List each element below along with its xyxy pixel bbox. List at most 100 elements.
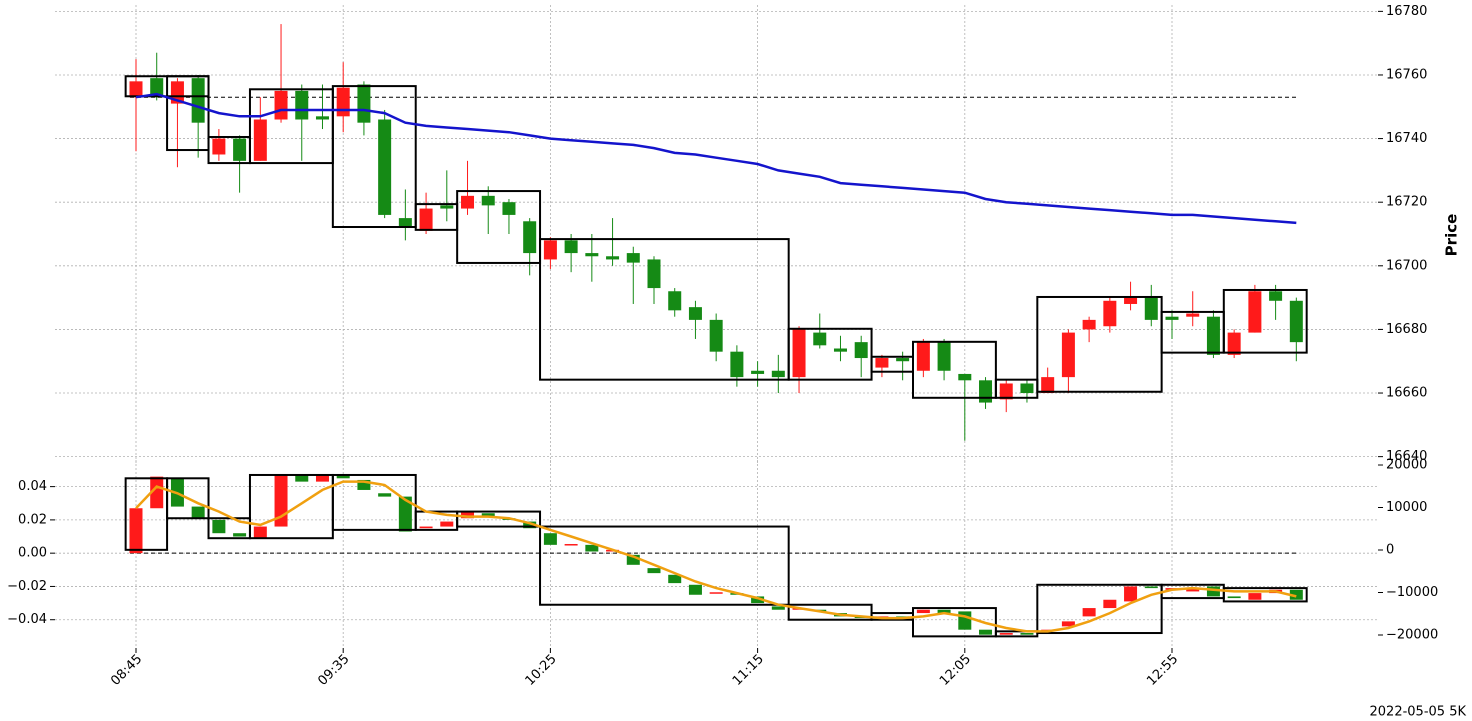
candle-body [564, 240, 578, 254]
candle-body [378, 493, 392, 497]
range-box [331, 473, 417, 531]
line-series [135, 92, 1297, 225]
y2-tick-label: −10000 [1386, 585, 1438, 600]
candle-body [564, 544, 578, 546]
candle-body [502, 202, 516, 215]
candle-body [1124, 297, 1138, 304]
candle-body [771, 606, 785, 610]
candle-body [1269, 291, 1283, 301]
candle-body [543, 533, 557, 545]
range-box [166, 477, 210, 520]
candle-body [295, 474, 309, 482]
candle-body [875, 358, 889, 368]
candle-body [481, 513, 495, 517]
y-tick-label: 0.00 [18, 546, 47, 561]
candle-body [336, 474, 350, 479]
range-box [787, 327, 873, 381]
candle-body [1020, 633, 1034, 635]
candle-body [461, 511, 475, 519]
candle-body [233, 138, 247, 161]
x-tick-label: 12:55 [1144, 652, 1181, 689]
candle-body [523, 221, 537, 254]
range-box [166, 75, 210, 152]
range-box [1222, 288, 1308, 354]
range-box [912, 340, 997, 399]
range-box [331, 85, 417, 229]
candle-body [419, 526, 433, 529]
candle-body [709, 592, 723, 594]
candle-body [398, 496, 412, 532]
x-tick-label: 12:05 [937, 652, 974, 689]
range-box [1036, 583, 1163, 635]
candle-body [1248, 291, 1262, 333]
candle-body [833, 348, 847, 352]
y-tick-label: −0.02 [7, 579, 47, 594]
candle-body [1124, 586, 1138, 602]
y2-tick-label: 20000 [1386, 458, 1427, 473]
candle-body [1103, 300, 1117, 327]
y-axis-label: Price [1443, 214, 1461, 257]
candle-body [170, 81, 184, 104]
candle-body [233, 533, 247, 537]
range-box [539, 525, 790, 606]
candle-body [937, 342, 951, 371]
candle-body [999, 633, 1013, 635]
candle-body [150, 78, 164, 98]
candle-body [813, 332, 827, 346]
candle-body [1289, 589, 1303, 600]
candle-body [398, 218, 412, 228]
candle-body [1103, 599, 1117, 609]
range-box [1222, 587, 1308, 603]
y2-tick-label: 0 [1386, 543, 1394, 558]
candle-body [1082, 319, 1096, 330]
candle-body [688, 584, 702, 595]
y-tick-label: 16760 [1386, 67, 1427, 82]
x-tick-label: 11:15 [730, 652, 767, 689]
candle-body [585, 253, 599, 257]
range-box [912, 607, 997, 638]
range-box [1036, 295, 1163, 393]
candle-body [523, 521, 537, 529]
candle-body [129, 508, 143, 554]
candle-body [1227, 596, 1241, 599]
range-box [456, 510, 542, 528]
candle-body [212, 519, 226, 534]
candle-body [191, 506, 205, 519]
candle-body [854, 342, 868, 359]
candle-body [1082, 608, 1096, 617]
candle-body [378, 119, 392, 215]
candle-body [979, 629, 993, 635]
y2-tick-label: −20000 [1386, 627, 1438, 642]
candle-body [461, 195, 475, 209]
candle-body [440, 205, 454, 209]
y-tick-label: 16700 [1386, 258, 1427, 273]
range-box [456, 190, 542, 264]
candle-body [668, 291, 682, 311]
candle-body [481, 195, 495, 206]
candle-body [1248, 593, 1262, 600]
candle-body [357, 479, 371, 490]
candle-body [916, 609, 930, 614]
y-tick-label: 0.02 [18, 512, 47, 527]
candle-body [253, 119, 267, 161]
candle-body [357, 84, 371, 123]
y-tick-label: 0.04 [18, 479, 47, 494]
candle-body [958, 611, 972, 630]
candle-body [1227, 332, 1241, 355]
candle-body [253, 526, 267, 539]
candle-body [440, 521, 454, 527]
candle-body [751, 370, 765, 374]
x-tick-label: 08:45 [108, 652, 145, 689]
candle-body [1186, 313, 1200, 317]
range-box [539, 238, 790, 381]
candle-body [626, 554, 640, 565]
candle-body [336, 87, 350, 117]
y2-tick-label: 10000 [1386, 500, 1427, 515]
candle-body [295, 90, 309, 120]
candle-body [958, 373, 972, 381]
candle-body [668, 574, 682, 584]
candle-body [979, 380, 993, 403]
candle-body [709, 319, 723, 352]
y-tick-label: −0.04 [7, 612, 47, 627]
candle-body [1206, 586, 1220, 597]
